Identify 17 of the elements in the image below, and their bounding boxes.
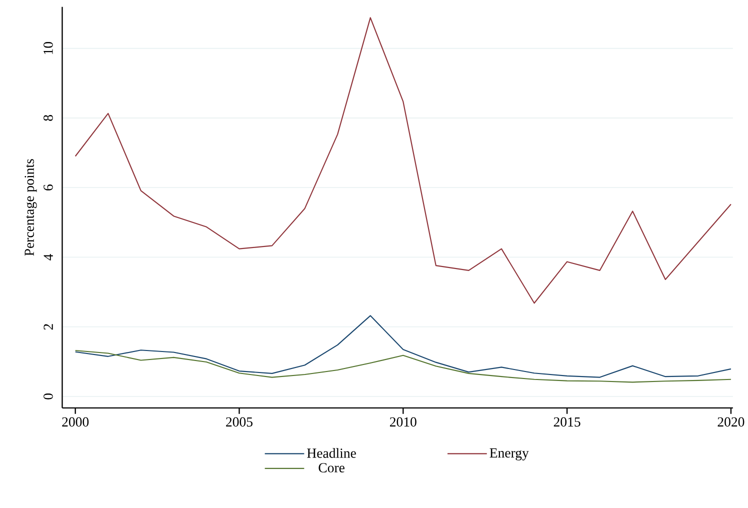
legend-label: Headline	[307, 448, 356, 458]
y-tick-label: 8	[44, 115, 53, 122]
y-axis-title: Percentage points	[24, 159, 37, 256]
legend-label: Core	[318, 463, 344, 473]
y-tick-label: 4	[44, 254, 53, 261]
y-tick-label: 10	[44, 42, 53, 54]
y-tick-label: 2	[44, 324, 53, 330]
x-tick-label: 2015	[554, 417, 580, 427]
y-tick-label: 6	[44, 184, 53, 191]
y-tick-label: 0	[44, 394, 53, 400]
x-tick-label: 2000	[62, 417, 89, 427]
x-tick-label: 2010	[390, 417, 416, 427]
line-series	[74, 315, 732, 378]
legend-label: Energy	[490, 448, 529, 461]
x-tick-label: 2020	[718, 417, 744, 427]
line-series	[74, 350, 732, 383]
x-tick-label: 2005	[226, 417, 252, 427]
